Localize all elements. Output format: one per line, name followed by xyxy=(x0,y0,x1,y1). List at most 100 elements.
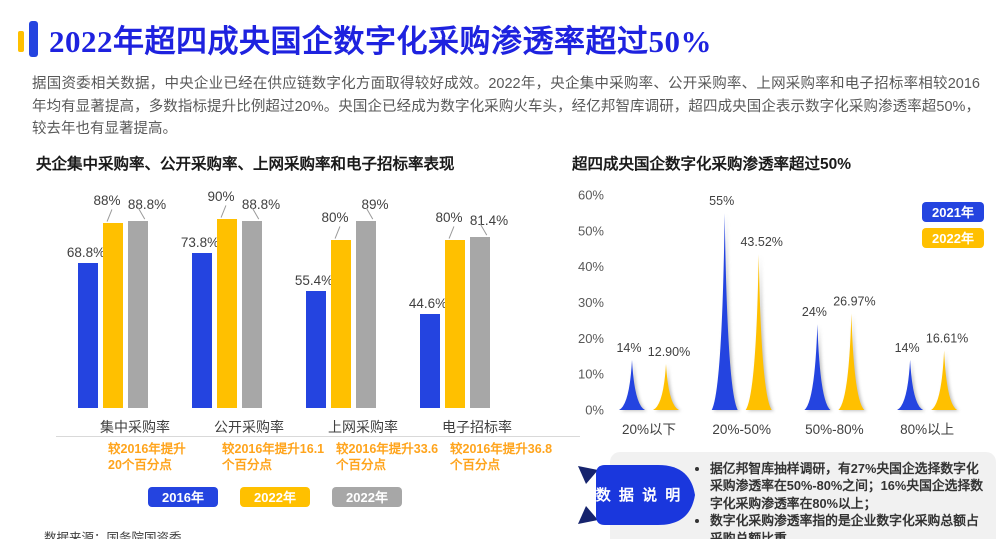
bar-value-label: 88.8% xyxy=(241,197,281,213)
bar-yellow xyxy=(103,222,123,408)
annotation-line: 20个百分点 xyxy=(108,457,172,472)
right-chart-title: 超四成央国企数字化采购渗透率超过50% xyxy=(572,155,852,173)
bar-value-label: 44.6% xyxy=(408,295,448,311)
annotation-line: 较2016年提升 xyxy=(108,441,186,456)
bar-blue xyxy=(78,263,98,408)
bar-value-label: 88% xyxy=(93,192,121,208)
left-chart-legend: 2016年 2022年 2022年 xyxy=(148,486,560,507)
legend-badge-blue: 2021年 xyxy=(922,201,984,222)
category-label: 集中采购率 xyxy=(100,418,170,435)
left-chart-section: 央企集中采购率、公开采购率、上网采购率和电子招标率表现 68.8% 88% 88.8… xyxy=(36,152,580,539)
bar-value-label: 80% xyxy=(435,209,463,225)
ribbon-fold-bottom xyxy=(578,505,598,524)
legend-badge-yellow: 2022年 xyxy=(240,486,310,507)
bars-row: 44.6% 80% 81.4% xyxy=(409,188,534,408)
y-tick-label: 60% xyxy=(578,188,604,203)
page-header: 2022年超四成央国企数字化采购渗透率超过50% xyxy=(0,0,1007,61)
spike-blue xyxy=(619,359,645,410)
bar-value-label: 68.8% xyxy=(66,245,106,261)
annotation-line: 较2016年提升36.8 xyxy=(450,441,553,456)
title-accent-blue-bar xyxy=(29,20,38,57)
bar-gray xyxy=(242,221,262,408)
bar-group: 68.8% 88% 88.8% 集中采购率较2016年提升 20个百分点 xyxy=(67,188,192,473)
content-columns: 央企集中采购率、公开采购率、上网采购率和电子招标率表现 68.8% 88% 88.8… xyxy=(0,152,1007,539)
spike-yellow xyxy=(838,312,865,410)
category-label: 80%以上 xyxy=(900,422,954,437)
data-notes-ribbon: 数 据 说 明 xyxy=(578,464,695,525)
notes-section: 据亿邦智库抽样调研，有27%央国企选择数字化采购渗透率在50%-80%之间；16… xyxy=(572,451,996,539)
category-label: 20%-50% xyxy=(712,422,771,437)
annotation-line: 较2016年提升33.6 xyxy=(336,441,439,456)
bar-value-label: 81.4% xyxy=(469,212,509,228)
bar-blue xyxy=(420,313,440,408)
bar-value-label: 88.8% xyxy=(127,197,167,213)
bars-row: 73.8% 90% 88.8% xyxy=(181,188,306,408)
category-label: 上网采购率 xyxy=(328,418,398,435)
annotation-line: 个百分点 xyxy=(336,457,387,472)
bar-value-label: 73.8% xyxy=(180,234,220,250)
category-label: 电子招标率 xyxy=(442,418,512,435)
category-label: 公开采购率 xyxy=(214,418,284,435)
spike-yellow xyxy=(745,253,772,410)
bar-yellow xyxy=(445,239,465,408)
bar-blue xyxy=(192,252,212,408)
annotation-line: 个百分点 xyxy=(450,457,501,472)
right-chart-section: 超四成央国企数字化采购渗透率超过50% 0% 10% 20% 30% 40% 50% 60%… xyxy=(572,152,996,539)
bar-group: 73.8% 90% 88.8% 公开采购率较2016年提升16.1 个百分点 xyxy=(181,188,324,473)
bar-blue xyxy=(306,291,326,408)
title-accent-yellow-bar xyxy=(18,31,24,52)
annotation-note: 较2016年提升36.8 个百分点 xyxy=(450,441,558,473)
bar-group: 55.4% 80% 89% 上网采购率较2016年提升33.6 个百分点 xyxy=(295,188,438,473)
bars-row: 55.4% 80% 89% xyxy=(295,188,420,408)
annotation-note: 较2016年提升33.6 个百分点 xyxy=(336,441,444,473)
annotation-line: 较2016年提升16.1 xyxy=(222,441,325,456)
bar-group: 44.6% 80% 81.4% 电子招标率较2016年提升36.8 个百分点 xyxy=(409,188,552,473)
spike-value-label: 43.52% xyxy=(740,235,782,249)
legend-badge-gray: 2022年 xyxy=(332,486,402,507)
annotation-line: 个百分点 xyxy=(222,457,273,472)
intro-paragraph: 据国资委相关数据，中央企业已经在供应链数字化方面取得较好成效。2022年，央企集… xyxy=(32,76,980,137)
leader-line xyxy=(220,204,227,218)
y-tick-label: 0% xyxy=(585,402,604,417)
bar-yellow xyxy=(331,239,351,408)
bar-value-label: 80% xyxy=(321,209,349,225)
leader-line xyxy=(334,225,341,239)
annotation-note: 较2016年提升16.1 个百分点 xyxy=(222,441,330,473)
spike-value-label: 26.97% xyxy=(833,294,875,308)
ribbon-fold-top xyxy=(578,465,598,484)
y-tick-label: 10% xyxy=(578,366,604,381)
bar-groups: 68.8% 88% 88.8% 集中采购率较2016年提升 20个百分点 73.8% 90%… xyxy=(67,188,560,473)
notes-bullet: 数字化采购渗透率指的是企业数字化采购总额占采购总额比重 xyxy=(710,512,986,539)
spike-chart: 0% 10% 20% 30% 40% 50% 60% 14% 12.90% 20%以下 55% 43.… xyxy=(578,188,968,437)
left-chart-title: 央企集中采购率、公开采购率、上网采购率和电子招标率表现 xyxy=(36,155,455,173)
legend-badge-yellow: 2022年 xyxy=(922,227,984,248)
ribbon-body xyxy=(596,464,695,525)
spike-blue xyxy=(897,359,924,410)
x-axis-line xyxy=(56,435,580,437)
category-label: 50%-80% xyxy=(805,422,864,437)
y-tick-label: 50% xyxy=(578,223,604,238)
bar-value-label: 90% xyxy=(207,188,235,204)
y-tick-label: 20% xyxy=(578,330,604,345)
annotation-note: 较2016年提升 20个百分点 xyxy=(108,441,216,473)
bar-value-label: 55.4% xyxy=(294,273,334,289)
spike-value-label: 16.61% xyxy=(926,331,968,345)
page-title: 2022年超四成央国企数字化采购渗透率超过50% xyxy=(49,24,712,59)
spike-value-label: 55% xyxy=(709,194,734,208)
spike-value-label: 12.90% xyxy=(648,344,690,358)
spike-value-label: 24% xyxy=(802,305,827,319)
bar-value-label: 89% xyxy=(361,196,389,212)
right-chart-legend: 2021年 2022年 xyxy=(922,201,984,248)
bar-gray xyxy=(128,221,148,408)
spike-yellow xyxy=(653,363,679,410)
spike-value-label: 14% xyxy=(616,340,641,354)
left-bar-chart: 68.8% 88% 88.8% 集中采购率较2016年提升 20个百分点 73.8% 90%… xyxy=(36,188,580,473)
bar-gray xyxy=(470,236,490,408)
spike-blue xyxy=(804,323,831,410)
bar-yellow xyxy=(217,218,237,408)
data-source: 数据来源：国务院国资委 xyxy=(44,530,182,539)
category-label: 20%以下 xyxy=(622,422,676,437)
y-tick-label: 40% xyxy=(578,259,604,274)
spike-value-label: 14% xyxy=(895,340,920,354)
